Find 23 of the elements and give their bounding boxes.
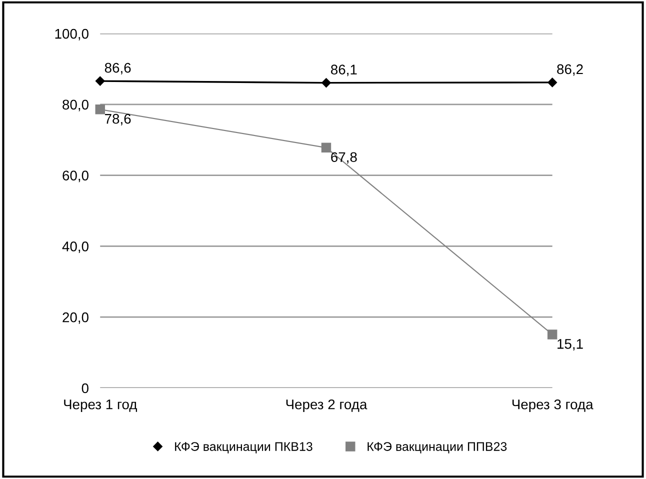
data-label: 78,6	[105, 114, 131, 126]
x-tick-label: Через 2 года	[286, 399, 368, 412]
point	[547, 330, 558, 340]
data-label: 86,6	[104, 62, 131, 74]
y-tick-label: 60,0	[62, 170, 88, 182]
y-tick-label: 0	[82, 383, 88, 394]
legend-label: КФЭ вакцинации ПКВ13	[175, 442, 312, 454]
x-tick-label: Через 3 года	[512, 399, 594, 412]
data-label: 67,8	[331, 152, 357, 164]
data-label: 86,1	[331, 64, 357, 76]
point	[96, 76, 105, 86]
y-tick-label: 100,0	[55, 28, 88, 40]
point	[95, 104, 105, 114]
data-label: 15,1	[558, 339, 583, 350]
y-tick-label: 40,0	[62, 242, 88, 254]
point	[321, 142, 332, 153]
point	[322, 78, 331, 88]
y-tick-label: 80,0	[62, 100, 88, 112]
x-tick-label: Через 1 год	[64, 400, 137, 412]
data-label: 86,2	[557, 64, 583, 76]
y-tick-label: 20,0	[62, 312, 88, 324]
point	[548, 78, 557, 88]
legend-label: КФЭ вакцинации ППВ23	[368, 442, 507, 454]
